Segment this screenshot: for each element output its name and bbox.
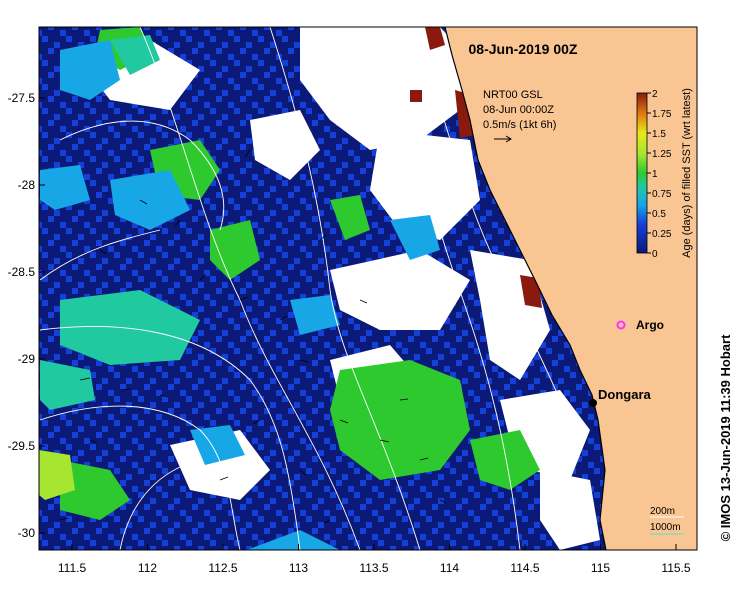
x-tick-label: 112.5: [208, 561, 237, 575]
colorbar-gradient: [636, 92, 648, 254]
plot-frame: [38, 26, 698, 551]
colorbar-label: Age (days) of filled SST (wrt latest): [681, 88, 693, 258]
colorbar-tick-label: 1.25: [652, 149, 672, 160]
isobath-contours: [39, 27, 561, 550]
argo-label: Argo: [636, 318, 664, 332]
colorbar-tick-label: 0.25: [652, 229, 672, 240]
colorbar-tick-label: 1.75: [652, 109, 672, 120]
y-tick-label: -30: [18, 526, 36, 540]
x-tick-label: 111.5: [58, 561, 87, 575]
colorbar-tick-label: 2: [652, 89, 658, 100]
y-tick-label: -29.5: [8, 439, 36, 453]
y-tick-label: -28: [18, 178, 36, 192]
x-tick-label: 115: [591, 561, 610, 575]
plot-area: [39, 27, 697, 550]
map-title: 08-Jun-2019 00Z: [469, 41, 578, 57]
argo-marker-icon: [616, 320, 626, 330]
x-tick-label: 112: [138, 561, 157, 575]
isobath-legend: 200m 1000m: [650, 506, 684, 535]
coastline: [444, 27, 607, 550]
y-tick-label: -29: [18, 352, 36, 366]
y-tick-label: -27.5: [8, 91, 36, 105]
colorbar-tick-label: 1: [652, 169, 658, 180]
current-info-line1: NRT00 GSL: [483, 89, 543, 101]
credit-text: © IMOS 13-Jun-2019 11:39 Hobart: [718, 334, 733, 541]
x-tick-label: 113: [289, 561, 308, 575]
current-vectors: [59, 149, 447, 524]
x-tick-label: 115.5: [661, 561, 690, 575]
scale-arrow-icon: [494, 135, 512, 143]
x-tick-label: 114.5: [510, 561, 539, 575]
isobath-1000m-label: 1000m: [650, 522, 681, 533]
current-info-line3: 0.5m/s (1kt 6h): [483, 119, 556, 131]
colorbar-ticks: 2 1.75 1.5 1.25 1 0.75 0.5 0.25 0: [647, 89, 672, 260]
place-markers: Argo Dongara: [589, 318, 664, 407]
isobath-200m-label: 200m: [650, 506, 675, 517]
age-125-patches: [39, 450, 75, 500]
colorbar-tick-label: 0: [652, 249, 658, 260]
colorbar-tick-label: 1.5: [652, 129, 666, 140]
dongara-label: Dongara: [598, 387, 652, 402]
current-info: NRT00 GSL 08-Jun 00:00Z 0.5m/s (1kt 6h): [483, 89, 556, 143]
colorbar-tick-label: 0.5: [652, 209, 666, 220]
y-tick-label: -28.5: [8, 265, 36, 279]
x-tick-label: 114: [440, 561, 459, 575]
colorbar-tick-label: 0.75: [652, 189, 672, 200]
y-axis: -27.5 -28 -28.5 -29 -29.5 -30: [8, 91, 45, 540]
land: [445, 27, 697, 550]
age-05-patches: [40, 40, 440, 550]
x-tick-label: 113.5: [359, 561, 388, 575]
x-axis: 111.5 112 112.5 113 113.5 114 114.5 115 115.5: [58, 544, 691, 575]
dongara-marker-icon: [589, 399, 597, 407]
current-info-line2: 08-Jun 00:00Z: [483, 104, 554, 116]
colorbar: 2 1.75 1.5 1.25 1 0.75 0.5 0.25 0 Age (days) of …: [636, 88, 693, 260]
